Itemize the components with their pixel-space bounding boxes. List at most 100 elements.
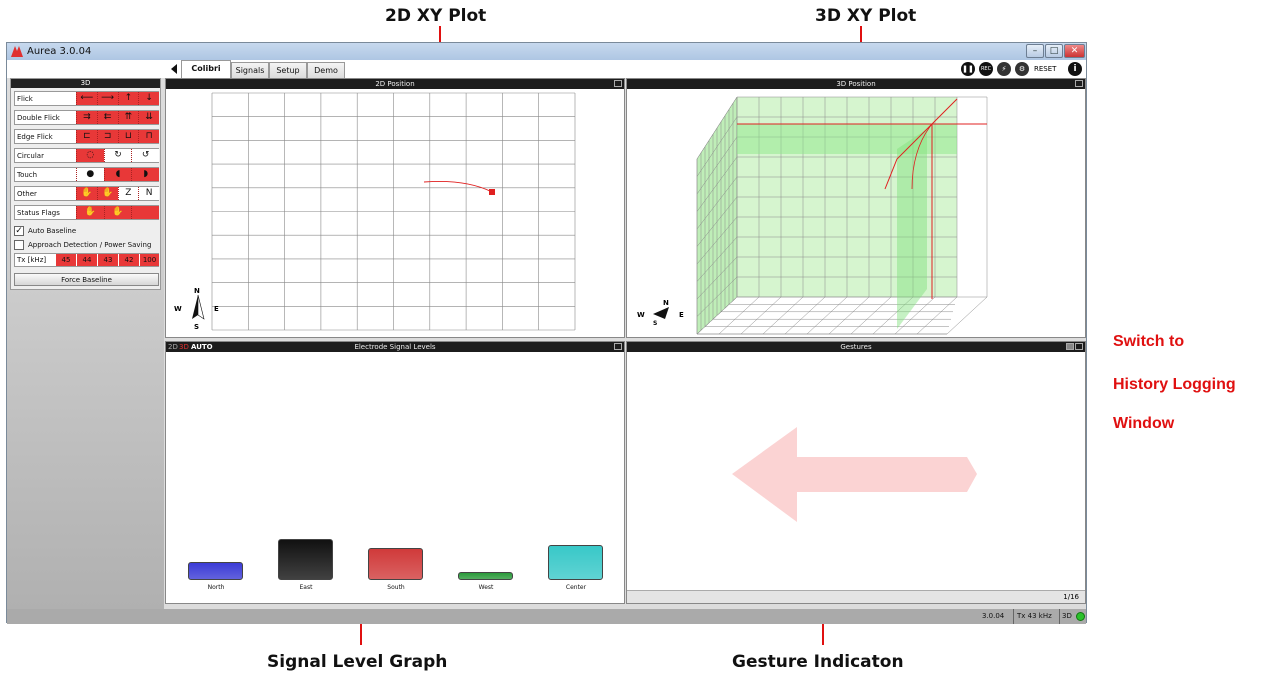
signal-bar-label: South	[387, 584, 405, 591]
signal-bar-north	[188, 562, 243, 580]
maximize-gestures-icon[interactable]	[1075, 343, 1083, 350]
tx-frequency-row: Tx [kHz] 45 44 43 42 100	[14, 253, 159, 267]
pane-electrode-signal-levels: Electrode Signal Levels 2D 3D AUTO North…	[165, 341, 625, 604]
pane-gestures: Gestures 1/16	[626, 341, 1086, 604]
gesture-indicator-icon: Z	[117, 187, 139, 200]
pane-3d-position: 3D Position N S W E	[626, 78, 1086, 338]
gesture-indicator-icon: ✋	[103, 206, 132, 219]
gesture-indicator-group: ⟵ ⟶ ↑ ↓	[76, 92, 159, 105]
auto-baseline-checkbox[interactable]: ✓ Auto Baseline	[14, 226, 77, 236]
gesture-indicator-group: ⇉ ⇇ ⇈ ⇊	[76, 111, 159, 124]
tx-value-43[interactable]: 43	[98, 254, 118, 266]
pause-icon[interactable]: ❚❚	[961, 62, 975, 76]
gesture-indicator-icon: ⟶	[96, 92, 118, 105]
maximize-3d-icon[interactable]	[1075, 80, 1083, 87]
callout-gesture-indication: Gesture Indicaton	[732, 652, 904, 672]
gesture-row-circular: Circular ◌ ↻ ↺	[14, 148, 160, 163]
force-baseline-button[interactable]: Force Baseline	[14, 273, 159, 286]
gesture-row-label: Status Flags	[17, 209, 60, 217]
gesture-row-label: Touch	[17, 171, 38, 179]
panel-header: 3D	[11, 79, 160, 88]
svg-text:E: E	[214, 305, 219, 313]
minimize-button[interactable]: –	[1026, 44, 1044, 58]
gesture-indicator-group: ◌ ↻ ↺	[76, 149, 160, 162]
pane-2d-position: 2D Position N S W E	[165, 78, 625, 338]
settings-icon[interactable]: ⚙	[1015, 62, 1029, 76]
record-icon[interactable]: REC	[979, 62, 993, 76]
maximize-signal-icon[interactable]	[614, 343, 622, 350]
status-mode: 3D	[1059, 609, 1072, 624]
gesture-row-flick: Flick ⟵ ⟶ ↑ ↓	[14, 91, 159, 106]
svg-text:N: N	[663, 299, 669, 307]
tab-demo[interactable]: Demo	[307, 62, 345, 78]
mode-3d-toggle[interactable]: 3D	[179, 343, 189, 351]
status-tx: Tx 43 kHz	[1013, 609, 1052, 624]
tab-back-arrow-icon[interactable]	[171, 64, 177, 74]
maximize-2d-icon[interactable]	[614, 80, 622, 87]
pane-3d-header: 3D Position	[627, 79, 1085, 89]
status-bar: 3.0.04 Tx 43 kHz 3D	[7, 609, 1086, 624]
compass-2d-icon: N S W E	[174, 287, 219, 331]
tx-value-44[interactable]: 44	[77, 254, 97, 266]
status-led-icon	[1076, 612, 1085, 621]
tab-setup[interactable]: Setup	[269, 62, 307, 78]
gesture-indicator-icon: ◖	[103, 168, 132, 181]
callout-3d-xy-plot: 3D XY Plot	[815, 6, 917, 26]
signal-bar-center	[548, 545, 603, 580]
tab-signals[interactable]: Signals	[231, 62, 269, 78]
gesture-row-touch: Touch ● ◖ ◗	[14, 167, 159, 182]
gesture-row-double-flick: Double Flick ⇉ ⇇ ⇈ ⇊	[14, 110, 159, 125]
status-version: 3.0.04	[982, 612, 1005, 620]
gesture-indicator-icon: ⊐	[96, 130, 118, 143]
signal-bar-label: Center	[565, 584, 587, 591]
gesture-indicator-icon: ⊓	[138, 130, 159, 143]
svg-text:S: S	[653, 320, 657, 327]
title-bar: Aurea 3.0.04 – □ ✕	[7, 43, 1086, 60]
compass-3d-icon: N S W E	[637, 299, 684, 327]
gesture-indicator-icon: ↺	[131, 149, 160, 162]
gesture-row-label: Other	[17, 190, 37, 198]
gesture-indicator-icon: ⟵	[76, 92, 97, 105]
usb-icon[interactable]: ⚡	[997, 62, 1011, 76]
tx-value-100[interactable]: 100	[140, 254, 159, 266]
tab-colibri-suite[interactable]: Colibri Suite	[181, 60, 231, 88]
gesture-control-box: 3D Flick ⟵ ⟶ ↑ ↓ Double Flick ⇉ ⇇ ⇈ ⇊ Edge Flick ⊏ ⊐…	[10, 78, 161, 290]
gesture-row-status-flags: Status Flags ✋ ✋	[14, 205, 159, 220]
mode-2d-toggle[interactable]: 2D	[168, 343, 178, 351]
tx-value-42[interactable]: 42	[119, 254, 139, 266]
gesture-indicator-icon: ↑	[117, 92, 139, 105]
close-button[interactable]: ✕	[1064, 44, 1085, 58]
gesture-indicator-group: ✋ ✋ Z N	[76, 187, 159, 200]
approach-detection-checkbox[interactable]: Approach Detection / Power Saving	[14, 239, 151, 251]
gesture-indicator-icon: ⊏	[76, 130, 97, 143]
svg-text:S: S	[194, 323, 199, 331]
gesture-row-label: Circular	[17, 152, 44, 160]
cursor-2d-marker	[489, 189, 495, 195]
history-log-switch-icon[interactable]	[1066, 343, 1074, 350]
info-icon[interactable]: i	[1068, 62, 1082, 76]
reset-button[interactable]: RESET	[1034, 65, 1057, 73]
tx-label: Tx [kHz]	[17, 256, 47, 264]
mode-auto-toggle[interactable]: AUTO	[191, 343, 213, 351]
gesture-indicator-group: ● ◖ ◗	[76, 168, 159, 181]
signal-bar-south	[368, 548, 423, 580]
page-indicator: 1/16	[1063, 593, 1079, 601]
signal-bar-label: East	[299, 584, 313, 591]
control-panel: 3D Flick ⟵ ⟶ ↑ ↓ Double Flick ⇉ ⇇ ⇈ ⇊ Edge Flick ⊏ ⊐…	[7, 78, 164, 611]
plot-2d-canvas[interactable]: N S W E	[166, 89, 624, 337]
gesture-indicator-icon: ◌	[76, 149, 104, 162]
callout-switch-3: Window	[1113, 415, 1175, 432]
tx-value-45[interactable]: 45	[56, 254, 76, 266]
svg-text:W: W	[637, 311, 645, 319]
gesture-indicator-icon: ⇊	[138, 111, 159, 124]
gesture-indicator-icon: N	[138, 187, 159, 200]
gesture-history-scrollbar[interactable]: 1/16	[627, 590, 1085, 603]
svg-text:E: E	[679, 311, 684, 319]
signal-bar-east	[278, 539, 333, 580]
pane-2d-header: 2D Position	[166, 79, 624, 89]
callout-signal-level-graph: Signal Level Graph	[267, 652, 448, 672]
maximize-button[interactable]: □	[1045, 44, 1063, 58]
gesture-arrow-left-icon	[732, 427, 977, 522]
app-window: Aurea 3.0.04 – □ ✕ Colibri Suite Signals…	[6, 42, 1087, 624]
plot-3d-canvas[interactable]: N S W E	[627, 89, 1085, 337]
